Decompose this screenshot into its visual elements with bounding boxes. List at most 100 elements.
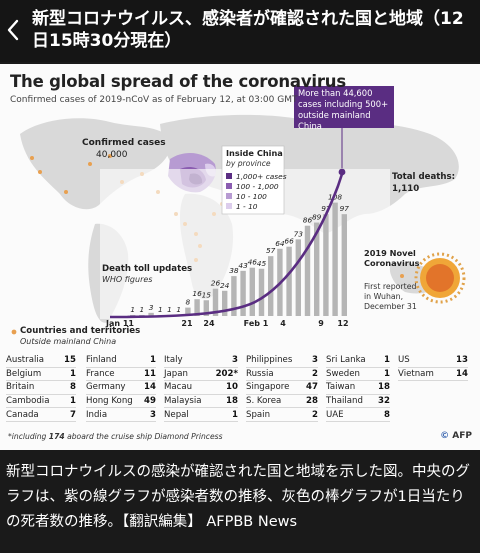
death-toll-bar <box>286 246 292 316</box>
death-toll-bar <box>295 239 301 316</box>
country-name: Britain <box>6 382 35 393</box>
country-case-count: 3 <box>232 355 238 366</box>
country-name: Cambodia <box>6 396 50 407</box>
death-toll-bar <box>314 222 320 316</box>
bar-value-label: 66 <box>284 237 294 246</box>
cases-line <box>109 173 344 319</box>
country-row: Australia 15 <box>6 354 76 368</box>
inside-china-title: Inside China <box>226 148 283 158</box>
bar-value-label: 45 <box>257 259 267 268</box>
bar-value-label: 1 <box>167 305 172 314</box>
x-tick-label: 24 <box>203 319 215 328</box>
country-case-count: 18 <box>226 396 238 407</box>
top-bar: 新型コロナウイルス、感染者が確認された国と地域（12日15時30分現在） <box>0 0 480 62</box>
death-toll-bar <box>304 225 311 316</box>
country-name: S. Korea <box>246 396 282 407</box>
country-row: Italy 3 <box>164 354 238 368</box>
country-case-count: 18 <box>378 382 390 393</box>
country-case-count: 8 <box>70 382 76 393</box>
afp-logo: © AFP <box>440 431 472 441</box>
bar-value-label: 15 <box>202 290 212 299</box>
total-deaths-value: 1,110 <box>392 184 420 194</box>
country-case-count: 49 <box>144 396 156 407</box>
countries-column: US 13 Vietnam 14 <box>398 354 468 382</box>
death-toll-bar <box>268 256 274 316</box>
page-title: 新型コロナウイルス、感染者が確認された国と地域（12日15時30分現在） <box>32 9 464 51</box>
country-name: Hong Kong <box>86 396 133 407</box>
country-name: Russia <box>246 368 274 379</box>
country-row: US 13 <box>398 354 468 368</box>
death-toll-bar <box>203 300 209 316</box>
countries-column: Philippines 3 Russia 2 Singapore 47 S. Korea 28… <box>246 354 318 422</box>
country-name: UAE <box>326 409 344 420</box>
x-axis-ticks: Jan 11 21 24 Feb 1 4 9 12 <box>105 319 349 328</box>
country-name: Italy <box>164 355 183 366</box>
legend-item-3: 1 - 10 <box>236 202 258 211</box>
country-case-count: 1 <box>70 396 76 407</box>
country-case-count: 28 <box>306 396 318 407</box>
bar-value-label: 1 <box>158 305 163 314</box>
death-toll-label: Death toll updates <box>102 264 193 274</box>
death-toll-bar <box>212 288 219 316</box>
death-toll-bar <box>332 202 338 316</box>
country-case-count: 15 <box>64 355 76 366</box>
novel-coronavirus-subtitle: First reported in Wuhan, December 31 <box>364 282 417 311</box>
bar-value-label: 38 <box>229 266 239 275</box>
country-row: Britain 8 <box>6 381 76 395</box>
countries-column: Italy 3 Japan 202* Macau 10 Malaysia 18 Nepal 1 <box>164 354 238 422</box>
country-row: S. Korea 28 <box>246 395 318 409</box>
country-name: Spain <box>246 409 271 420</box>
inside-china-subtitle: by province <box>226 159 271 168</box>
cases-line-end-marker <box>338 168 346 176</box>
country-case-count: 10 <box>226 382 238 393</box>
death-toll-bar <box>249 267 255 316</box>
country-name: Taiwan <box>326 382 356 393</box>
back-chevron-icon[interactable] <box>6 18 26 42</box>
country-name: Vietnam <box>398 368 434 379</box>
death-toll-bar <box>148 312 154 316</box>
country-case-count: 32 <box>378 396 390 407</box>
photo-caption: 新型コロナウイルスの感染が確認された国と地域を示した図。中央のグラフは、紫の線グ… <box>6 464 470 530</box>
bar-value-label: 46 <box>248 258 258 267</box>
country-name: Singapore <box>246 382 290 393</box>
country-row: Macau 10 <box>164 381 238 395</box>
country-name: France <box>86 368 115 379</box>
death-toll-bar <box>130 314 136 316</box>
country-row: Germany 14 <box>86 381 156 395</box>
death-toll-bar <box>323 214 329 316</box>
confirmed-cases-label: Confirmed cases <box>82 138 166 148</box>
footnote: *including 174 aboard the cruise ship Di… <box>8 432 223 441</box>
country-name: Malaysia <box>164 396 202 407</box>
country-case-count: 11 <box>144 368 156 379</box>
country-case-count: 14 <box>144 382 156 393</box>
country-row: Philippines 3 <box>246 354 318 368</box>
country-row: Japan 202* <box>164 368 238 382</box>
bar-value-label: 26 <box>211 279 221 288</box>
country-case-count: 1 <box>70 368 76 379</box>
country-case-count: 47 <box>306 382 318 393</box>
legend-item-2: 10 - 100 <box>236 192 267 201</box>
death-toll-bar <box>341 214 347 316</box>
bar-value-label: 97 <box>321 204 331 213</box>
x-tick-label: 12 <box>337 319 348 328</box>
country-case-count: 14 <box>456 368 468 379</box>
country-name: Nepal <box>164 409 189 420</box>
country-row: Spain 2 <box>246 408 318 422</box>
country-case-count: 2 <box>312 368 318 379</box>
callout-text: More than 44,600 cases including 500+ ou… <box>298 88 389 131</box>
bar-value-label: 89 <box>312 213 322 222</box>
country-row: Sweden 1 <box>326 368 390 382</box>
countries-column: Finland 1 France 11 Germany 14 Hong Kong 49 Indi… <box>86 354 156 422</box>
infographic[interactable]: 1 1 3 1 1 1 8 16 15 26 24 38 43 46 45 57 64 66 73 86 89 97 108… <box>0 64 480 450</box>
callout-box <box>294 86 394 128</box>
country-row: France 11 <box>86 368 156 382</box>
country-case-count: 1 <box>384 355 390 366</box>
country-name: India <box>86 409 108 420</box>
x-tick-label: 4 <box>280 319 286 328</box>
country-row: Cambodia 1 <box>6 395 76 409</box>
country-row: Finland 1 <box>86 354 156 368</box>
country-name: Australia <box>6 355 45 366</box>
death-toll-bar <box>231 276 237 316</box>
country-name: Japan <box>164 368 188 379</box>
